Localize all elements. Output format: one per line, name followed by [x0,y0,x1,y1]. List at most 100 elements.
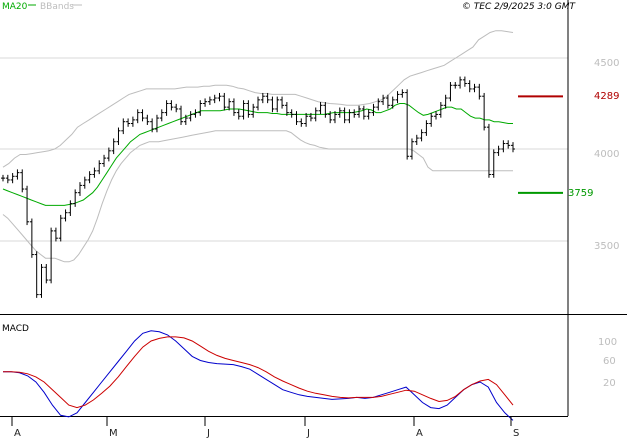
ohlc-bar [10,173,15,184]
ohlc-bar [97,160,102,175]
ohlc-bar [44,264,49,284]
ohlc-bar [174,103,179,113]
ohlc-bar [1,174,5,182]
macd-layer [3,330,514,421]
ohlc-bar [419,129,424,142]
ohlc-bar [275,96,280,113]
ohlc-bar [256,96,260,111]
ohlc-bar [106,147,111,162]
ohlc-bar [506,140,511,149]
ohlc-bar [342,107,347,124]
ohlc-bar [496,145,501,156]
ohlc-bar [145,114,150,125]
ohlc-bar [260,92,265,104]
bbands-layer [2,30,514,263]
ohlc-bar [361,105,366,120]
macd-tick-100: 100 [598,337,617,348]
ohlc-bar [323,102,328,118]
ohlc-bar [29,218,34,258]
ohlc-bar [482,92,487,131]
ohlc-bar [332,111,337,124]
ohlc-bar [409,138,414,160]
ohlc-bar [462,76,467,87]
y-tick-4500: 4500 [594,58,619,69]
month-label-j2: J [306,428,310,439]
y-tick-4000: 4000 [594,149,619,160]
ohlc-bar [130,116,135,127]
ohlc-bar [5,174,10,184]
ohlc-bar [299,118,304,127]
ohlc-bar [424,120,429,136]
macd-tick-60: 60 [603,356,616,367]
ohlc-bar [15,169,20,180]
ohlc-bar [251,103,256,118]
ohlc-bar [227,98,232,111]
ohlc-bar [121,118,126,135]
ohlc-bar [82,176,87,189]
ohlc-bar [371,103,376,116]
ohlc-bar [49,227,54,284]
ohlc-bar [77,182,82,196]
ohlc-bar [73,189,78,207]
ohlc-bar [390,96,395,109]
ohlc-bar [231,98,236,116]
ohlc-bar [347,109,352,124]
ohlc-bar [183,114,188,125]
ohlc-bar [511,142,515,153]
ohlc-bar [217,92,222,102]
ohlc-bar [477,83,482,100]
ohlc-bar [491,149,496,178]
ohlc-bar [25,185,30,226]
month-label-s: S [513,428,519,439]
ohlc-bar [39,264,44,298]
legend-bbands: BBands [40,2,74,12]
month-label-j1: J [206,428,210,439]
ohlc-bar [236,109,241,120]
ohlc-bar [472,83,477,93]
ohlc-bar [53,227,58,242]
ohlc-bars-layer [1,76,515,298]
levels-layer [518,95,563,194]
ohlc-bar [198,100,203,116]
ohlc-bar [135,109,140,124]
ohlc-bar [140,109,145,122]
month-label-m: M [109,428,118,439]
ohlc-bar [453,82,458,89]
ohlc-bar [207,96,212,105]
ohlc-bar [501,140,506,153]
ohlc-bar [116,127,121,145]
ohlc-bar [126,118,131,127]
macd-tick-20: 20 [603,378,616,389]
ohlc-bar [212,94,217,104]
ohlc-bar [294,111,299,125]
ohlc-bar [169,100,174,111]
ohlc-bar [357,105,362,118]
ohlc-bar [270,96,275,113]
ohlc-bar [395,91,400,104]
ohlc-bar [102,154,107,167]
ohlc-bar [429,112,434,127]
ohlc-bar [467,80,472,93]
ohlc-bar [313,107,318,122]
ohlc-bar [111,138,116,155]
ohlc-bar [159,109,164,122]
ohlc-bar [188,111,193,122]
ohlc-bar [405,89,410,160]
level-label-high: 4289 [594,91,619,102]
ohlc-bar [486,123,491,178]
ohlc-bar [400,89,405,98]
ma20-layer [2,103,513,206]
ohlc-bar [280,96,285,109]
macd-line [3,330,514,421]
ohlc-bar [381,94,386,105]
ohlc-bar [34,251,39,298]
ohlc-bar [246,100,251,118]
ohlc-bar [203,98,208,107]
signal-line [3,336,514,409]
ohlc-bar [193,109,198,118]
ohlc-bar [63,209,68,222]
bbands-upper-line [2,30,514,168]
ohlc-bar [458,76,463,89]
